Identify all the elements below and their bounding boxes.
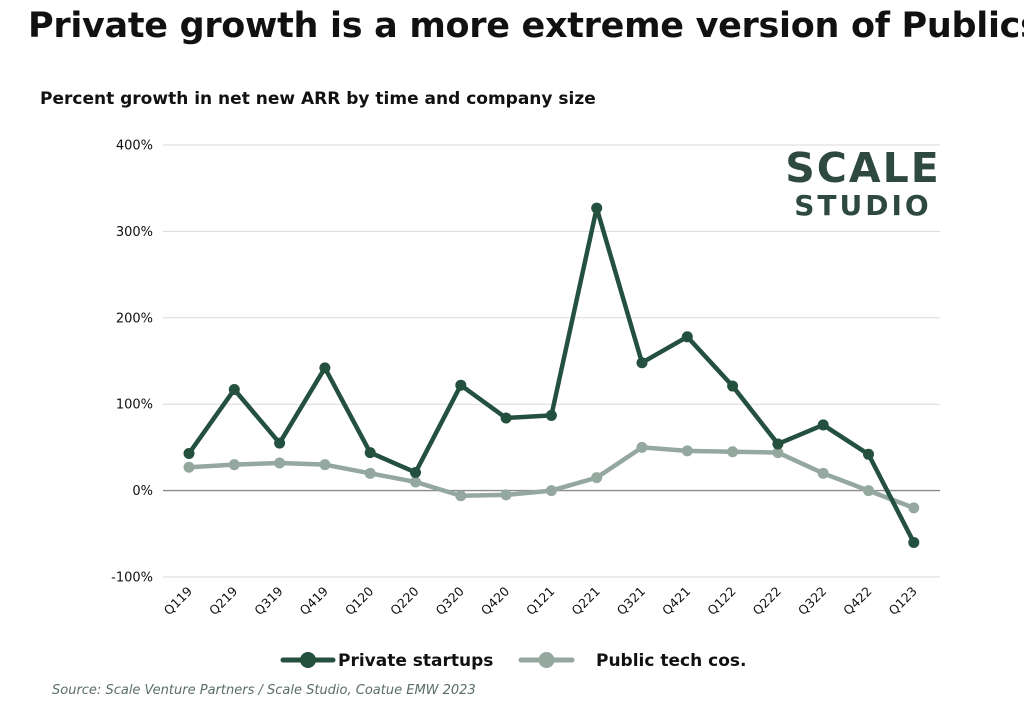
logo-line-2: STUDIO [794, 189, 932, 222]
x-tick-label: Q320 [432, 583, 466, 617]
x-tick-label: Q119 [161, 583, 195, 617]
y-tick-label: 0% [132, 484, 153, 499]
public-tech-cos-line [186, 445, 917, 511]
public-tech-cos-point [410, 476, 421, 488]
x-tick-label: Q322 [795, 584, 829, 618]
logo-line-1: SCALE [785, 144, 941, 192]
private-startups-point [817, 419, 829, 431]
x-tick-label: Q419 [297, 583, 331, 617]
private-startups-point [500, 412, 512, 424]
y-tick-label: 300% [116, 225, 153, 240]
public-tech-cos-point [863, 485, 874, 497]
public-tech-cos-point [681, 445, 693, 457]
private-startups-point [681, 331, 693, 343]
y-axis-ticks: -100% 0% 100% 200% 300% 400% [111, 139, 153, 586]
public-tech-cos-point [455, 490, 467, 502]
private-startups-point [727, 380, 739, 392]
public-tech-cos-point [500, 489, 512, 501]
private-startups-point [364, 447, 376, 459]
private-startups-point [274, 437, 286, 449]
public-tech-cos-point [364, 467, 376, 479]
x-tick-label: Q221 [568, 584, 602, 618]
private-startups-point [591, 202, 603, 214]
x-tick-label: Q219 [206, 583, 240, 617]
public-tech-cos-point [908, 502, 920, 514]
y-tick-label: 400% [116, 139, 153, 154]
legend: Private startups Public tech cos. [280, 651, 746, 671]
private-startups-point [636, 357, 648, 369]
x-tick-label: Q121 [523, 584, 557, 618]
public-tech-cos-point [591, 472, 603, 484]
legend-marker-public-tech-cos [538, 652, 555, 668]
public-tech-cos-point [545, 485, 557, 497]
private-startups-point [908, 536, 920, 548]
public-tech-cos-point [727, 446, 739, 458]
public-tech-cos-point [183, 461, 195, 473]
public-tech-cos-point [274, 457, 286, 469]
private-startups-point [545, 409, 557, 421]
x-tick-label: Q321 [614, 584, 648, 618]
x-axis-ticks: Q119 Q219 Q319 Q419 Q120 Q220 Q320 Q420 Q121 Q221… [161, 583, 920, 617]
y-tick-label: -100% [111, 571, 153, 586]
private-startups-point [863, 448, 874, 460]
scale-studio-logo: SCALE STUDIO [783, 145, 943, 221]
private-startups-point [228, 384, 240, 396]
x-tick-label: Q319 [251, 583, 285, 617]
y-tick-label: 100% [116, 398, 153, 413]
x-tick-label: Q422 [840, 584, 874, 618]
public-tech-cos-point [772, 447, 784, 459]
x-tick-label: Q123 [885, 584, 919, 618]
y-tick-label: 200% [116, 311, 153, 326]
series-lines [183, 202, 920, 548]
private-startups-point [772, 438, 784, 450]
private-startups-point [455, 379, 467, 391]
public-tech-cos-point [817, 467, 829, 479]
private-startups-point [183, 447, 195, 459]
legend-label-private-startups: Private startups [338, 651, 493, 671]
chart-subtitle: Percent growth in net new ARR by time an… [40, 89, 596, 109]
source-note: Source: Scale Venture Partners / Scale S… [52, 683, 476, 698]
public-tech-cos-point [636, 441, 648, 453]
public-tech-cos-point [228, 459, 240, 471]
legend-marker-private-startups [300, 652, 316, 668]
x-tick-label: Q421 [659, 584, 693, 618]
chart-title: Private growth is a more extreme version… [28, 6, 1024, 46]
x-tick-label: Q122 [704, 584, 738, 618]
x-tick-label: Q222 [750, 584, 784, 618]
legend-label-public-tech-cos: Public tech cos. [596, 651, 746, 671]
x-tick-label: Q420 [478, 583, 512, 617]
public-tech-cos-point [319, 459, 331, 471]
x-tick-label: Q220 [387, 583, 421, 617]
private-startups-point [410, 466, 421, 478]
x-tick-label: Q120 [342, 583, 376, 617]
private-startups-point [319, 362, 331, 374]
